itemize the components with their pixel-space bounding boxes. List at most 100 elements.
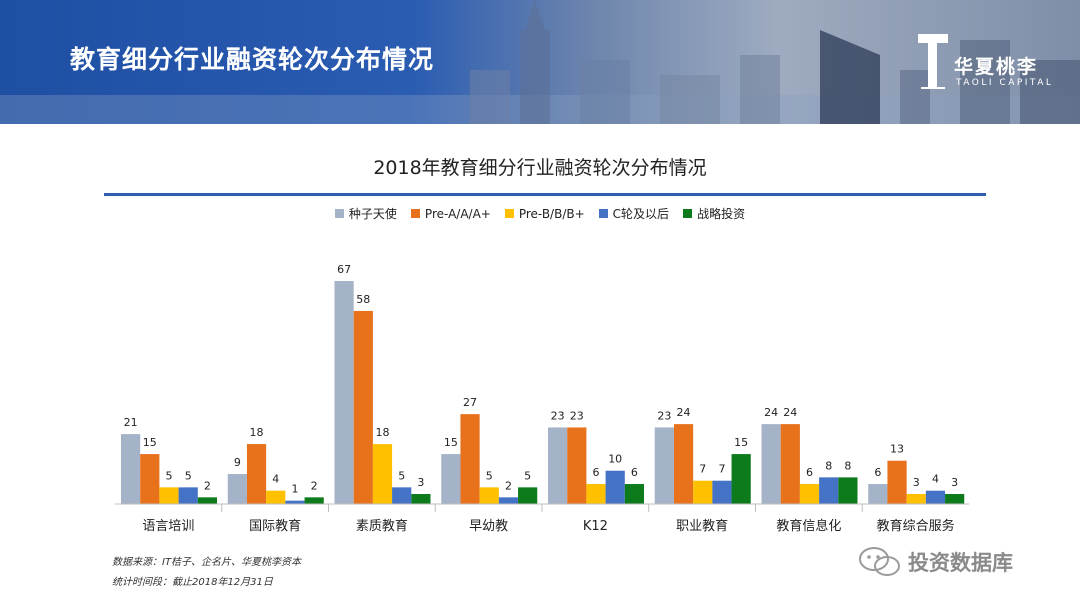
title-divider — [104, 193, 986, 196]
bar — [819, 477, 839, 504]
logo-name: 华夏桃李 — [954, 56, 1039, 78]
bar-value-label: 58 — [356, 293, 370, 306]
legend-label: 战略投资 — [697, 207, 746, 221]
bar — [624, 484, 644, 504]
bar — [799, 484, 820, 504]
company-logo: 华夏桃李 TAOLI CAPITAL — [918, 34, 1058, 94]
bar-value-label: 7 — [718, 463, 725, 476]
bar — [518, 487, 538, 504]
bar-value-label: 23 — [570, 409, 584, 422]
bar — [159, 487, 179, 504]
bar-value-label: 2 — [204, 479, 211, 492]
bar-value-label: 9 — [234, 456, 241, 469]
bar — [121, 434, 141, 504]
bar-value-label: 4 — [932, 473, 939, 486]
x-tick-label: 国际教育 — [249, 518, 301, 534]
period-note: 统计时间段：截止2018年12月31日 — [112, 577, 273, 588]
bar — [197, 497, 217, 504]
bar-value-label: 24 — [677, 406, 691, 419]
bar-value-label: 2 — [505, 479, 512, 492]
bar — [567, 427, 587, 504]
bar-value-label: 23 — [551, 409, 565, 422]
bar-value-label: 15 — [143, 436, 157, 449]
bar — [411, 494, 431, 504]
bar-value-label: 3 — [951, 476, 958, 489]
bar — [586, 484, 606, 504]
bar-value-label: 2 — [311, 479, 318, 492]
bar — [887, 460, 907, 504]
bar — [334, 281, 354, 504]
bar-value-label: 6 — [593, 466, 600, 479]
chart-title: 2018年教育细分行业融资轮次分布情况 — [373, 157, 707, 179]
bar-value-label: 3 — [417, 476, 424, 489]
legend-label: Pre-B/B/B+ — [518, 206, 585, 221]
bar — [693, 480, 713, 504]
x-tick-label: K12 — [583, 519, 608, 534]
bar — [266, 490, 286, 504]
legend-item: 种子天使 — [334, 205, 397, 222]
bar-value-label: 5 — [524, 469, 531, 482]
bar-value-label: 24 — [764, 406, 778, 419]
bar-value-label: 8 — [844, 459, 851, 472]
bar — [868, 484, 888, 504]
bar — [178, 487, 198, 504]
x-tick-label: 职业教育 — [676, 518, 728, 534]
bar — [304, 497, 324, 504]
bar — [761, 424, 781, 504]
legend-item: Pre-A/A/A+ — [410, 205, 491, 222]
x-tick-label: 教育综合服务 — [877, 518, 955, 534]
bar-value-label: 23 — [657, 409, 671, 422]
bar-value-label: 4 — [272, 473, 279, 486]
legend-item: Pre-B/B/B+ — [504, 205, 585, 222]
bar-value-label: 18 — [376, 426, 390, 439]
wechat-icon — [859, 547, 900, 576]
bar-value-label: 15 — [734, 436, 748, 449]
page-title: 教育细分行业融资轮次分布情况 — [70, 45, 435, 74]
bar — [498, 497, 519, 504]
bar-value-label: 1 — [291, 483, 298, 496]
logo-english-name: TAOLI CAPITAL — [956, 78, 1054, 88]
legend-label: 种子天使 — [348, 207, 397, 221]
bar — [906, 494, 926, 504]
bar — [246, 444, 267, 504]
bar-value-label: 5 — [185, 469, 192, 482]
bar-value-label: 6 — [806, 466, 813, 479]
bar — [945, 494, 965, 504]
bar-value-label: 5 — [486, 469, 493, 482]
x-tick-label: 素质教育 — [356, 518, 408, 534]
bar — [654, 427, 674, 504]
bar — [712, 480, 732, 504]
bar — [285, 500, 305, 504]
bar-value-label: 67 — [337, 263, 351, 276]
bar — [479, 487, 499, 504]
legend-label: C轮及以后 — [612, 207, 670, 221]
legend-swatch — [410, 209, 420, 218]
bar — [548, 427, 568, 504]
x-tick-label: 教育信息化 — [776, 518, 841, 534]
bar-value-label: 13 — [890, 443, 904, 456]
bar-value-label: 6 — [874, 466, 881, 479]
bar-value-label: 18 — [250, 426, 264, 439]
header-banner: 教育细分行业融资轮次分布情况 华夏桃李 TAOLI CAPITAL — [0, 0, 1080, 124]
bar-value-label: 10 — [608, 453, 622, 466]
bar-value-label: 21 — [124, 416, 138, 429]
bar — [372, 444, 393, 504]
bar-value-label: 15 — [444, 436, 458, 449]
watermark-text: 投资数据库 — [908, 551, 1013, 575]
legend-swatch — [598, 209, 608, 218]
bar-value-label: 3 — [913, 476, 920, 489]
x-tick-label: 语言培训 — [142, 518, 194, 534]
bar — [140, 454, 160, 504]
x-tick-label: 早幼教 — [469, 518, 508, 534]
legend-item: 战略投资 — [683, 205, 745, 222]
bar — [353, 310, 373, 504]
bar-value-label: 5 — [398, 469, 405, 482]
bar — [441, 454, 461, 504]
source-note: 数据来源：IT桔子、企名片、华夏桃李资本 — [112, 557, 302, 568]
bar-value-label: 5 — [166, 469, 173, 482]
bar-value-label: 7 — [699, 463, 706, 476]
bar-value-label: 6 — [631, 466, 638, 479]
bar-value-label: 8 — [825, 459, 832, 472]
legend-swatch — [683, 209, 693, 218]
